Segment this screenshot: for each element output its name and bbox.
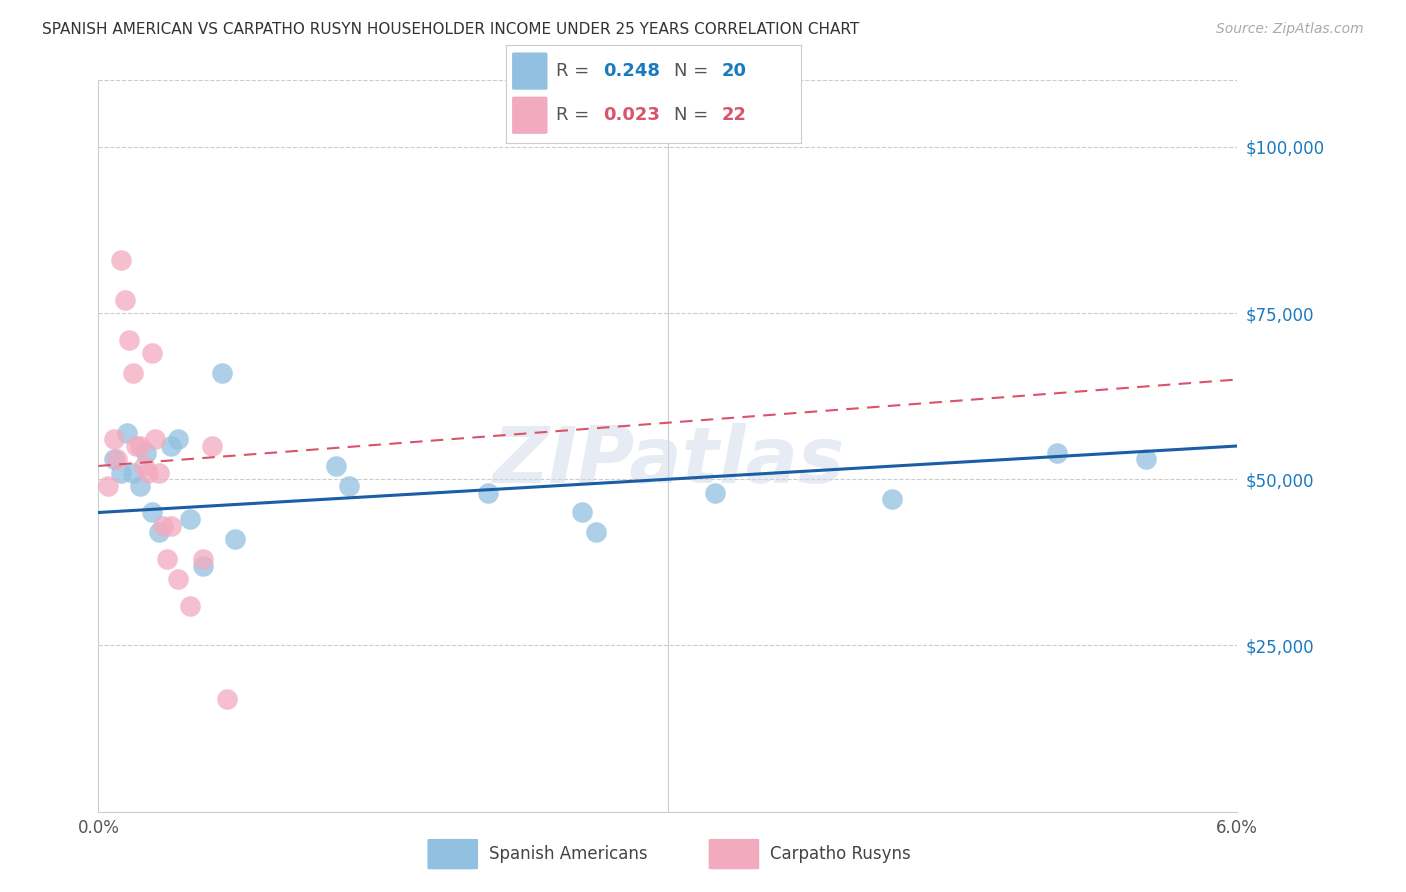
Point bbox=[132, 458, 155, 473]
Text: 20: 20 bbox=[721, 62, 747, 80]
Text: 0.023: 0.023 bbox=[603, 106, 661, 124]
Point bbox=[121, 466, 143, 480]
Point bbox=[125, 439, 148, 453]
Point bbox=[148, 466, 170, 480]
Point bbox=[217, 691, 239, 706]
Point bbox=[103, 433, 125, 447]
Point bbox=[152, 518, 174, 533]
Text: Source: ZipAtlas.com: Source: ZipAtlas.com bbox=[1216, 22, 1364, 37]
Point bbox=[97, 479, 120, 493]
Point bbox=[1135, 452, 1157, 467]
Point bbox=[141, 506, 163, 520]
Point bbox=[179, 599, 201, 613]
Text: Spanish Americans: Spanish Americans bbox=[489, 845, 648, 863]
Text: ZIPatlas: ZIPatlas bbox=[492, 423, 844, 499]
Point bbox=[148, 525, 170, 540]
Point bbox=[224, 532, 246, 546]
Point bbox=[325, 458, 347, 473]
Point bbox=[211, 366, 233, 380]
Point bbox=[135, 445, 157, 459]
Point bbox=[179, 512, 201, 526]
Point bbox=[704, 485, 727, 500]
Point bbox=[191, 552, 214, 566]
Y-axis label: Householder Income Under 25 years: Householder Income Under 25 years bbox=[0, 306, 7, 586]
Text: Carpatho Rusyns: Carpatho Rusyns bbox=[770, 845, 911, 863]
Text: N =: N = bbox=[675, 106, 714, 124]
Point bbox=[156, 552, 179, 566]
Point bbox=[136, 466, 159, 480]
Point bbox=[110, 466, 132, 480]
FancyBboxPatch shape bbox=[709, 838, 759, 870]
Point bbox=[141, 346, 163, 360]
Point bbox=[129, 479, 152, 493]
FancyBboxPatch shape bbox=[512, 53, 547, 90]
Text: SPANISH AMERICAN VS CARPATHO RUSYN HOUSEHOLDER INCOME UNDER 25 YEARS CORRELATION: SPANISH AMERICAN VS CARPATHO RUSYN HOUSE… bbox=[42, 22, 859, 37]
Point bbox=[110, 252, 132, 267]
Text: N =: N = bbox=[675, 62, 714, 80]
Text: R =: R = bbox=[557, 106, 595, 124]
Point bbox=[585, 525, 607, 540]
Point bbox=[159, 518, 181, 533]
Point bbox=[1046, 445, 1069, 459]
Point bbox=[880, 492, 903, 507]
Point bbox=[129, 439, 152, 453]
Point bbox=[201, 439, 224, 453]
Point bbox=[103, 452, 125, 467]
Point bbox=[477, 485, 499, 500]
Point bbox=[337, 479, 360, 493]
Point bbox=[167, 572, 190, 586]
Point bbox=[159, 439, 181, 453]
Point bbox=[118, 333, 141, 347]
Text: 0.248: 0.248 bbox=[603, 62, 661, 80]
Point bbox=[191, 558, 214, 573]
Point bbox=[145, 433, 167, 447]
Point bbox=[121, 366, 143, 380]
Point bbox=[107, 452, 129, 467]
Point bbox=[115, 425, 138, 440]
FancyBboxPatch shape bbox=[512, 96, 547, 134]
Point bbox=[571, 506, 593, 520]
Point bbox=[114, 293, 136, 307]
Text: R =: R = bbox=[557, 62, 595, 80]
Point bbox=[167, 433, 190, 447]
FancyBboxPatch shape bbox=[427, 838, 478, 870]
Text: 22: 22 bbox=[721, 106, 747, 124]
